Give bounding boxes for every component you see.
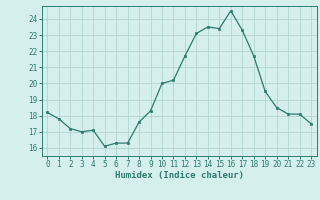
X-axis label: Humidex (Indice chaleur): Humidex (Indice chaleur) — [115, 171, 244, 180]
